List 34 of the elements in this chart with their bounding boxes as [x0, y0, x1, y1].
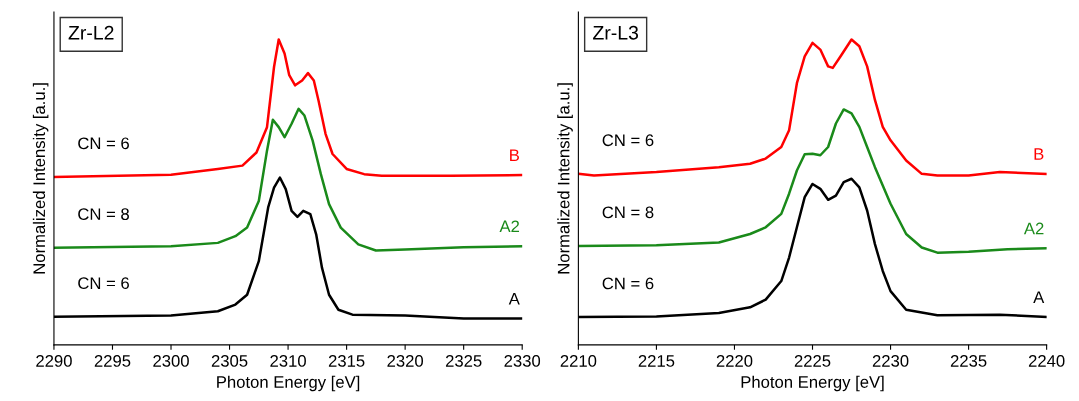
x-tick-label: 2220 [716, 355, 753, 367]
x-tick-label: 2295 [94, 355, 131, 367]
annotation: CN = 8 [602, 206, 654, 219]
y-axis-title: Normalized Intensity [a.u.] [32, 83, 49, 274]
x-tick-label: 2240 [1028, 355, 1065, 367]
chart-title: Zr-L3 [593, 25, 639, 40]
x-axis-title: Photon Energy [eV] [217, 375, 360, 392]
x-tick-label: 2305 [211, 355, 248, 367]
x-tick-label: 2230 [872, 355, 909, 367]
annotation: CN = 6 [78, 277, 129, 290]
x-axis-title: Photon Energy [eV] [741, 375, 884, 392]
series-label: B [510, 149, 519, 161]
x-tick-label: 2325 [445, 355, 482, 367]
x-tick-label: 2320 [387, 355, 424, 367]
x-tick-label: 2215 [638, 355, 675, 367]
series-label: A2 [1023, 222, 1044, 235]
annotation: CN = 6 [602, 134, 654, 147]
x-tick-label: 2310 [270, 355, 306, 367]
x-tick-label: 2235 [950, 355, 987, 367]
annotation: CN = 8 [78, 208, 129, 221]
series-label: A2 [499, 220, 520, 233]
x-tick-label: 2330 [504, 355, 541, 367]
chart-title: Zr-L2 [68, 25, 114, 40]
y-axis-title: Normalized Intensity [a.u.] [557, 83, 573, 274]
annotation: CN = 6 [602, 277, 654, 290]
x-tick-label: 2290 [36, 355, 72, 367]
series-label: B [1034, 148, 1044, 160]
x-tick-label: 2210 [560, 355, 597, 367]
series-label: A [508, 292, 520, 305]
x-tick-label: 2225 [794, 355, 831, 367]
series-label: A [1033, 291, 1045, 303]
x-tick-label: 2315 [328, 355, 365, 367]
annotation: CN = 6 [78, 137, 129, 150]
x-tick-label: 2300 [153, 355, 189, 367]
